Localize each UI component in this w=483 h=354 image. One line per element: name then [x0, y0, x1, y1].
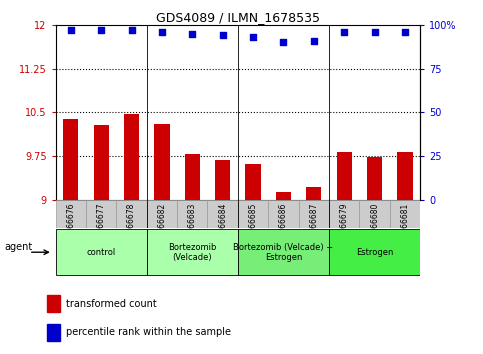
Text: GSM766681: GSM766681 — [400, 202, 410, 249]
Bar — [185, 154, 200, 200]
FancyBboxPatch shape — [86, 200, 116, 228]
FancyBboxPatch shape — [116, 200, 147, 228]
Point — [280, 40, 287, 45]
Bar — [306, 187, 322, 200]
Point — [249, 34, 257, 40]
Point — [158, 29, 166, 35]
FancyBboxPatch shape — [147, 200, 177, 228]
Text: GSM766680: GSM766680 — [370, 202, 379, 249]
Text: GSM766686: GSM766686 — [279, 202, 288, 249]
Point — [128, 27, 135, 33]
Text: GSM766685: GSM766685 — [249, 202, 257, 249]
Text: Bortezomib
(Velcade): Bortezomib (Velcade) — [168, 242, 216, 262]
Point — [401, 29, 409, 35]
Bar — [276, 193, 291, 200]
Text: control: control — [86, 248, 116, 257]
Bar — [337, 152, 352, 200]
Text: GSM766683: GSM766683 — [188, 202, 197, 249]
Point — [97, 27, 105, 33]
Point — [219, 33, 227, 38]
Point — [310, 38, 318, 44]
Point — [341, 29, 348, 35]
Bar — [367, 158, 382, 200]
FancyBboxPatch shape — [268, 200, 298, 228]
Bar — [94, 125, 109, 200]
Bar — [215, 160, 230, 200]
Bar — [245, 164, 261, 200]
FancyBboxPatch shape — [147, 229, 238, 275]
Text: GSM766679: GSM766679 — [340, 202, 349, 249]
Text: transformed count: transformed count — [66, 298, 157, 309]
Text: GSM766687: GSM766687 — [309, 202, 318, 249]
FancyBboxPatch shape — [208, 200, 238, 228]
Bar — [154, 124, 170, 200]
FancyBboxPatch shape — [177, 200, 208, 228]
Bar — [47, 324, 60, 341]
Point — [371, 29, 379, 35]
FancyBboxPatch shape — [56, 200, 86, 228]
Text: GSM766676: GSM766676 — [66, 202, 75, 249]
Bar — [47, 295, 60, 312]
Bar — [63, 119, 78, 200]
Text: agent: agent — [4, 242, 33, 252]
Text: GSM766682: GSM766682 — [157, 202, 167, 249]
FancyBboxPatch shape — [329, 229, 420, 275]
Text: Bortezomib (Velcade) +
Estrogen: Bortezomib (Velcade) + Estrogen — [233, 242, 334, 262]
Text: percentile rank within the sample: percentile rank within the sample — [66, 327, 231, 337]
FancyBboxPatch shape — [390, 200, 420, 228]
FancyBboxPatch shape — [56, 229, 147, 275]
FancyBboxPatch shape — [238, 229, 329, 275]
FancyBboxPatch shape — [359, 200, 390, 228]
Bar — [124, 114, 139, 200]
Text: Estrogen: Estrogen — [356, 248, 393, 257]
FancyBboxPatch shape — [298, 200, 329, 228]
Title: GDS4089 / ILMN_1678535: GDS4089 / ILMN_1678535 — [156, 11, 320, 24]
Text: GSM766677: GSM766677 — [97, 202, 106, 249]
FancyBboxPatch shape — [238, 200, 268, 228]
Point — [67, 27, 74, 33]
Bar — [398, 152, 412, 200]
Point — [188, 31, 196, 36]
Text: GSM766684: GSM766684 — [218, 202, 227, 249]
Text: GSM766678: GSM766678 — [127, 202, 136, 249]
FancyBboxPatch shape — [329, 200, 359, 228]
